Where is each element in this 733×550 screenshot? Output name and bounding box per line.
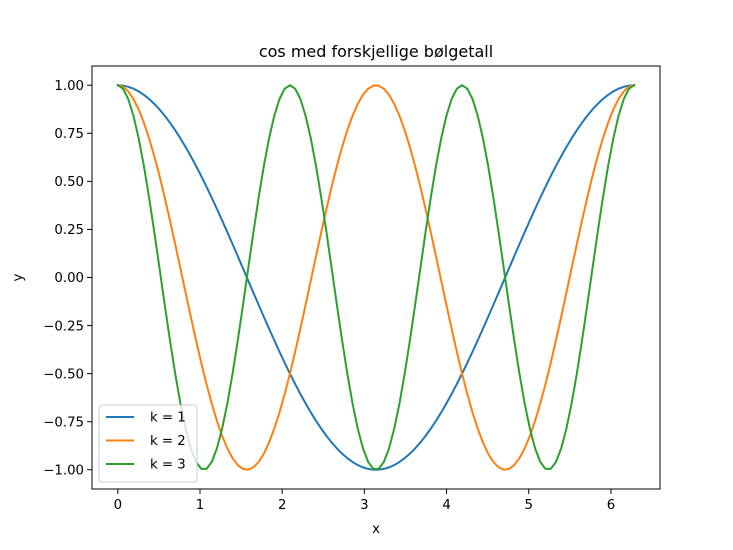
x-tick-label: 0	[114, 498, 122, 513]
series-group	[116, 83, 636, 471]
x-axis-label: x	[372, 522, 380, 537]
legend-label-k1: k = 1	[150, 411, 186, 426]
y-tick-label: −0.75	[43, 415, 84, 430]
x-tick-label: 1	[196, 498, 204, 513]
legend-label-k2: k = 2	[150, 434, 186, 449]
chart-title: cos med forskjellige bølgetall	[259, 42, 493, 61]
y-tick-label: 0.25	[54, 223, 84, 238]
y-tick-label: −0.50	[43, 367, 84, 382]
series-line-k3	[116, 83, 636, 470]
x-tick-label: 4	[442, 498, 450, 513]
y-tick-label: 0.75	[54, 127, 84, 142]
y-tick-label: 0.00	[54, 271, 84, 286]
y-tick-label: 1.00	[54, 79, 84, 94]
legend: k = 1 k = 2 k = 3	[98, 404, 198, 483]
axes: 0 1 2 3 4 5 6 1.00 0.75 0.50 0.25 0.00 −0.25 −0.50 −0.…	[43, 65, 661, 513]
x-tick-label: 6	[607, 498, 615, 513]
y-tick-label: −0.25	[43, 319, 84, 334]
x-tick-label: 3	[360, 498, 368, 513]
series-line-k2	[116, 83, 636, 471]
plot-area	[116, 83, 636, 471]
x-tick-label: 5	[525, 498, 533, 513]
y-tick-label: −1.00	[43, 463, 84, 478]
x-tick-label: 2	[278, 498, 286, 513]
y-axis-label: y	[11, 273, 26, 281]
legend-label-k3: k = 3	[150, 458, 186, 473]
y-tick-label: 0.50	[54, 175, 84, 190]
legend-box	[98, 404, 198, 483]
